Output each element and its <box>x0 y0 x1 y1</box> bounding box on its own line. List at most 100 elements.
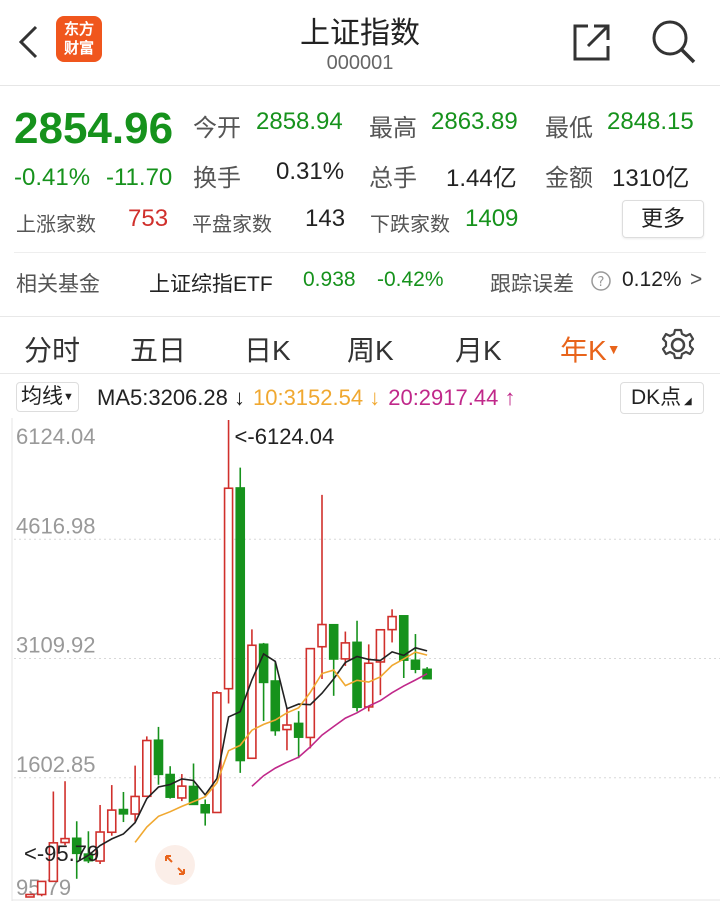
candle-down <box>235 487 246 762</box>
ma-select[interactable]: 均线▼ <box>16 382 79 412</box>
related-fund-label: 相关基金 <box>16 273 100 296</box>
candle-down <box>258 643 269 684</box>
open-value: 2858.94 <box>256 108 343 135</box>
candle-up <box>48 842 59 883</box>
ma-legend-bar: 均线▼ MA5:3206.28 ↓ 10:3152.54 ↓ 20:2917.4… <box>0 382 720 416</box>
back-chevron-icon[interactable] <box>16 24 40 60</box>
tab-five-day[interactable]: 五日 <box>130 335 187 366</box>
candle-up <box>177 785 187 799</box>
ma5-value: MA5:3206.28 ↓ <box>97 385 245 410</box>
candle-down <box>71 837 82 855</box>
tab-weekly-k[interactable]: 周K <box>347 335 394 366</box>
y-tick-label: 4616.98 <box>16 513 96 538</box>
settings-gear-icon[interactable] <box>660 327 696 363</box>
help-icon[interactable]: ? <box>590 270 612 292</box>
ma10-line <box>134 651 428 843</box>
dk-point-label: DK点 <box>631 386 682 409</box>
svg-text:?: ? <box>598 275 605 290</box>
advancers-value: 753 <box>128 205 169 232</box>
candle-down <box>153 739 164 776</box>
fund-change: -0.42% <box>377 268 444 291</box>
amount-value: 1310亿 <box>612 165 690 192</box>
low-label: 最低 <box>545 115 593 142</box>
candle-up <box>212 692 222 814</box>
dropdown-triangle-icon: ▼ <box>606 341 621 357</box>
tab-yearly-k-label: 年K <box>560 335 607 366</box>
high-label: 最高 <box>369 115 417 142</box>
min-price-marker: <-95.79 <box>24 841 99 866</box>
volume-value: 1.44亿 <box>446 165 517 192</box>
candle-up <box>247 644 257 760</box>
last-price: 2854.96 <box>14 104 174 153</box>
fullscreen-button[interactable] <box>155 845 195 885</box>
candle-up <box>142 739 152 798</box>
open-label: 今开 <box>193 115 241 142</box>
tab-intraday[interactable]: 分时 <box>24 335 81 366</box>
expand-arrows-icon <box>165 855 185 875</box>
candle-up <box>363 662 374 708</box>
candle-down <box>328 623 339 660</box>
tab-yearly-k[interactable]: 年K▼ <box>560 329 621 369</box>
divider <box>14 252 706 253</box>
candle-down <box>200 804 210 814</box>
candle-up <box>36 880 47 896</box>
fund-name[interactable]: 上证综指ETF <box>149 273 273 296</box>
decliners-value: 1409 <box>465 205 519 232</box>
turnover-value: 0.31% <box>276 158 345 185</box>
y-tick-label: 3109.92 <box>16 633 96 658</box>
ma-values: MA5:3206.28 ↓ 10:3152.54 ↓ 20:2917.44 ↑ <box>97 385 515 411</box>
candle-down <box>270 680 281 732</box>
fund-price: 0.938 <box>303 268 356 291</box>
period-tabs: 分时 五日 日K 周K 月K 年K▼ <box>0 316 720 374</box>
ma20-value: 20:2917.44 ↑ <box>388 385 516 410</box>
candle-down <box>410 659 421 670</box>
ma20-line <box>251 672 428 787</box>
decliners-label: 下跌家数 <box>370 214 450 236</box>
advancers-label: 上涨家数 <box>16 214 96 236</box>
candle-up <box>223 487 234 690</box>
candle-up <box>340 642 351 660</box>
volume-label: 总手 <box>369 165 417 192</box>
candle-down <box>293 722 304 738</box>
candle-up <box>317 623 327 648</box>
low-value: 2848.15 <box>607 108 694 135</box>
corner-triangle-icon: ◢ <box>681 396 692 407</box>
candle-down <box>188 785 199 806</box>
candle-up <box>282 724 292 731</box>
candle-up <box>60 837 70 844</box>
stock-code: 000001 <box>326 52 394 74</box>
candle-up <box>375 628 386 663</box>
ma10-value: 10:3152.54 ↓ <box>252 385 381 410</box>
y-tick-label: 1602.85 <box>16 752 96 777</box>
dropdown-triangle-icon: ▼ <box>63 391 74 403</box>
candle-down <box>352 641 362 709</box>
y-tick-label: 6124.04 <box>16 424 96 449</box>
max-price-marker: <-6124.04 <box>235 424 335 449</box>
unchanged-value: 143 <box>305 205 346 232</box>
share-icon[interactable] <box>572 22 612 62</box>
tracking-error-value: 0.12% <box>622 268 682 291</box>
candle-up <box>25 893 35 898</box>
tab-monthly-k[interactable]: 月K <box>455 335 502 366</box>
amount-label: 金额 <box>545 165 593 192</box>
more-button[interactable]: 更多 <box>622 200 704 238</box>
candle-down <box>118 808 129 815</box>
search-icon[interactable] <box>650 18 698 66</box>
ma-select-label: 均线 <box>21 385 63 408</box>
candle-up <box>130 795 140 815</box>
page-title: 上证指数 <box>300 17 420 50</box>
kline-chart[interactable]: 6124.044616.983109.921602.8595.79<-6124.… <box>0 418 720 901</box>
candle-up <box>387 615 397 631</box>
high-value: 2863.89 <box>431 108 518 135</box>
unchanged-label: 平盘家数 <box>192 214 272 236</box>
candle-down <box>398 615 409 661</box>
top-bar: 东方 财富 上证指数 000001 <box>0 0 720 86</box>
dk-point-button[interactable]: DK点 ◢ <box>620 382 704 414</box>
tab-daily-k[interactable]: 日K <box>244 335 291 366</box>
candle-up <box>106 809 117 834</box>
change-value: -11.70 <box>106 164 173 191</box>
turnover-label: 换手 <box>193 165 241 192</box>
ma5-line <box>76 646 428 863</box>
app-logo: 东方 财富 <box>56 16 102 62</box>
chevron-right-icon[interactable]: > <box>690 268 703 291</box>
